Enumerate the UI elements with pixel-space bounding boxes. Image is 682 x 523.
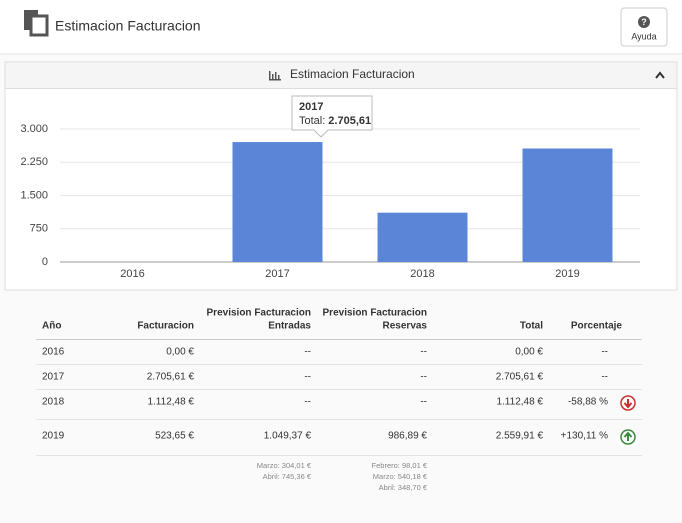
svg-text:?: ? xyxy=(641,17,647,27)
bar[interactable] xyxy=(377,212,468,262)
x-tick-label: 2018 xyxy=(410,268,434,280)
bar[interactable] xyxy=(232,142,323,262)
column-header: Porcentaje xyxy=(571,321,623,332)
tooltip-box xyxy=(291,95,373,138)
y-tick-label: 0 xyxy=(42,256,48,268)
table-cell: 1.049,37 € xyxy=(264,431,312,442)
bar[interactable] xyxy=(522,148,613,262)
trend-up-arrow xyxy=(623,431,633,441)
chart: 0 750 1.500 2.250 3.000 2016 2017 2018 2019 2017 T… xyxy=(20,95,640,280)
x-tick-label: 2017 xyxy=(265,268,289,280)
page-title: Estimacion Facturacion xyxy=(55,18,201,34)
y-tick-label: 1.500 xyxy=(20,189,48,201)
trend-down-icon xyxy=(620,395,636,411)
page-icon xyxy=(24,10,49,37)
table-cell: 2.705,61 € xyxy=(147,372,195,383)
note: Febrero: 98,01 € xyxy=(372,461,428,470)
table-cell: -- xyxy=(304,347,311,358)
column-header: Prevision Facturacion xyxy=(323,308,427,319)
table-cell: 1.112,48 € xyxy=(147,397,194,408)
table-cell: 523,65 € xyxy=(155,431,194,442)
trend-down-arrow xyxy=(623,399,633,409)
table-cell: 0,00 € xyxy=(515,347,543,358)
note: Marzo: 304,01 € xyxy=(257,461,312,470)
table-cell: -58,88 % xyxy=(568,397,608,408)
tooltip-label: Total: xyxy=(299,115,325,127)
table-cell: 0,00 € xyxy=(166,347,194,358)
table-cell: -- xyxy=(304,397,311,408)
table-cell: -- xyxy=(304,372,311,383)
top-bar xyxy=(0,0,682,54)
column-header: Año xyxy=(42,321,61,332)
table-cell: 2016 xyxy=(42,347,65,358)
tooltip-title: 2017 xyxy=(299,101,323,113)
table-cell: 2019 xyxy=(42,431,65,442)
column-header: Total xyxy=(520,321,543,332)
table: Año Facturacion Prevision Facturacion Entra… xyxy=(36,308,642,492)
note: Marzo: 540,18 € xyxy=(373,472,428,481)
table-cell: 2017 xyxy=(42,372,65,383)
column-header: Prevision Facturacion xyxy=(207,308,311,319)
table-cell: 2.705,61 € xyxy=(496,372,544,383)
table-cell: 2018 xyxy=(42,397,65,408)
note: Abril: 348,70 € xyxy=(379,483,428,492)
table-cell: 1.112,48 € xyxy=(496,397,543,408)
note: Abril: 745,36 € xyxy=(263,472,312,481)
tooltip-text: Total: 2.705,61 xyxy=(299,115,371,127)
table-cell: 986,89 € xyxy=(388,431,427,442)
table-cell: -- xyxy=(601,372,608,383)
x-tick-label: 2016 xyxy=(120,268,144,280)
x-tick-label: 2019 xyxy=(555,268,579,280)
table-cell: +130,11 % xyxy=(561,431,608,442)
column-header: Facturacion xyxy=(137,321,194,332)
table-cell: -- xyxy=(420,372,427,383)
help-button[interactable]: ? Ayuda xyxy=(620,7,668,47)
panel-header[interactable] xyxy=(5,62,677,89)
y-tick-label: 3.000 xyxy=(20,123,48,135)
panel-title: Estimacion Facturacion xyxy=(290,67,415,81)
table-cell: -- xyxy=(601,347,608,358)
help-label[interactable]: Ayuda xyxy=(631,31,656,41)
y-tick-label: 2.250 xyxy=(20,156,48,168)
table-cell: -- xyxy=(420,347,427,358)
tooltip: 2017 Total: 2.705,61 xyxy=(291,95,373,138)
column-header: Entradas xyxy=(268,321,311,332)
chart-icon xyxy=(269,71,281,81)
column-header: Reservas xyxy=(383,321,428,332)
trend-up-icon xyxy=(620,429,636,445)
y-tick-label: 750 xyxy=(30,223,48,235)
table-cell: -- xyxy=(420,397,427,408)
tooltip-value: 2.705,61 xyxy=(328,115,371,127)
table-cell: 2.559,91 € xyxy=(496,431,544,442)
collapse-caret[interactable] xyxy=(655,71,665,79)
